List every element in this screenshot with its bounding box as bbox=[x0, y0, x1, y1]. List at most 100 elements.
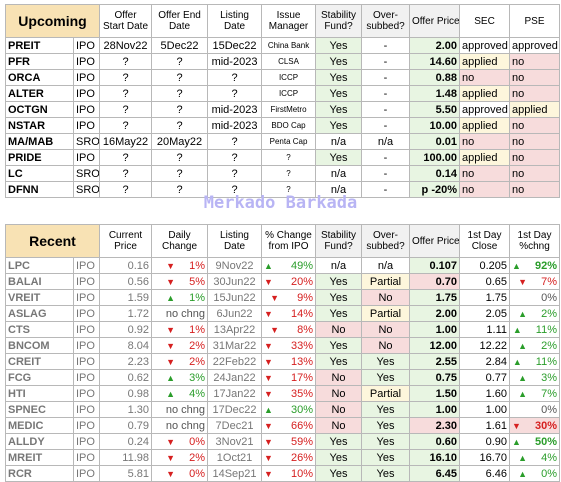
first-day-chng-value: 11% bbox=[535, 323, 557, 336]
pct-change-value: 59% bbox=[290, 435, 313, 448]
issue-manager-cell: ICCP bbox=[261, 85, 317, 102]
current-price-cell: 1.72 bbox=[99, 305, 152, 322]
arrow-up-icon: ▲ bbox=[166, 372, 176, 383]
current-price-cell: 8.04 bbox=[99, 337, 152, 354]
offer-end-cell: ? bbox=[151, 53, 209, 70]
daily-change-cell: ▲ 4% bbox=[151, 385, 208, 402]
offer-end-cell: ? bbox=[151, 165, 209, 182]
listing-date-cell: 9Nov22 bbox=[207, 257, 262, 274]
col-header: Over-subbed? bbox=[361, 224, 410, 258]
pct-change-ipo-cell: ▼ 14% bbox=[261, 305, 316, 322]
daily-change-cell: ▼ 1% bbox=[151, 257, 208, 274]
arrow-down-icon: ▼ bbox=[166, 356, 176, 367]
symbol-cell: MREIT bbox=[5, 449, 74, 466]
first-day-chng-cell: ▲ 11% bbox=[509, 321, 560, 338]
symbol-cell: ORCA bbox=[5, 69, 74, 86]
issue-manager-cell: China Bank bbox=[261, 37, 317, 54]
pse-status-cell: no bbox=[509, 149, 561, 166]
symbol-cell: DFNN bbox=[5, 181, 74, 198]
oversubbed-cell: - bbox=[361, 85, 411, 102]
daily-change-value: 1% bbox=[189, 323, 205, 336]
table-row: PREIT IPO 28Nov22 5Dec22 15Dec22 China Bank Ye… bbox=[5, 37, 561, 54]
daily-change-value: 2% bbox=[189, 355, 205, 368]
listing-date-cell: 22Feb22 bbox=[207, 353, 262, 370]
upcoming-title: Upcoming bbox=[4, 4, 101, 38]
daily-change-value: 3% bbox=[189, 371, 205, 384]
daily-change-cell: no chng bbox=[151, 305, 208, 322]
col-header: Stability Fund? bbox=[315, 224, 362, 258]
oversubbed-cell: Yes bbox=[361, 433, 410, 450]
stability-fund-cell: Yes bbox=[315, 433, 362, 450]
arrow-down-icon: ▼ bbox=[264, 436, 273, 447]
oversubbed-cell: - bbox=[361, 165, 411, 182]
pct-change-value: 14% bbox=[290, 307, 313, 320]
offer-price-cell: 1.00 bbox=[409, 401, 460, 418]
offer-price-cell: 12.00 bbox=[409, 337, 460, 354]
issue-manager-cell: FirstMetro bbox=[261, 101, 317, 118]
recent-title: Recent bbox=[5, 224, 100, 258]
pct-change-ipo-cell: ▼ 33% bbox=[261, 337, 316, 354]
arrow-up-icon: ▲ bbox=[518, 340, 528, 351]
symbol-cell: FCG bbox=[5, 369, 74, 386]
listing-date-cell: 7Dec21 bbox=[207, 417, 262, 434]
symbol-cell: HTI bbox=[5, 385, 74, 402]
issue-manager-cell: ICCP bbox=[261, 69, 317, 86]
symbol-cell: PREIT bbox=[5, 37, 74, 54]
first-day-chng-cell: ▲ 3% bbox=[509, 369, 560, 386]
listing-date-cell: mid-2023 bbox=[207, 117, 263, 134]
table-row: SPNEC IPO 1.30 no chng 17Dec22 ▲ 30% No Yes 1.00 1… bbox=[5, 401, 560, 418]
pse-status-cell: applied bbox=[509, 101, 561, 118]
stability-fund-cell: Yes bbox=[315, 149, 363, 166]
table-row: NSTAR IPO?? mid-2023 BDO Cap Yes -10.00 applie… bbox=[5, 117, 561, 134]
stability-fund-cell: n/a bbox=[315, 257, 362, 274]
listing-date-cell: 15Jun22 bbox=[207, 289, 262, 306]
offer-price-cell: 10.00 bbox=[409, 117, 461, 134]
current-price-cell: 0.16 bbox=[99, 257, 152, 274]
symbol-cell: CREIT bbox=[5, 353, 74, 370]
table-row: PRIDE IPO???? Yes -100.00 applied no bbox=[5, 149, 561, 166]
oversubbed-cell: - bbox=[361, 69, 411, 86]
listing-date-cell: ? bbox=[207, 133, 263, 150]
first-day-chng-value: 11% bbox=[535, 355, 557, 368]
symbol-cell: VREIT bbox=[5, 289, 74, 306]
issue-manager-cell: Penta Cap bbox=[261, 133, 317, 150]
first-day-chng-value: 30% bbox=[534, 419, 557, 432]
symbol-cell: LPC bbox=[5, 257, 74, 274]
arrow-down-icon: ▼ bbox=[264, 340, 273, 351]
col-header: Offer Price bbox=[409, 224, 460, 258]
stability-fund-cell: Yes bbox=[315, 305, 362, 322]
arrow-down-icon: ▼ bbox=[264, 356, 273, 367]
pse-status-cell: no bbox=[509, 85, 561, 102]
first-day-chng-value: 2% bbox=[541, 307, 557, 320]
offer-end-cell: ? bbox=[151, 117, 209, 134]
first-day-close-cell: 1.60 bbox=[459, 385, 510, 402]
offer-end-cell: ? bbox=[151, 101, 209, 118]
symbol-cell: PFR bbox=[5, 53, 74, 70]
issue-manager-cell: ? bbox=[261, 181, 317, 198]
first-day-close-cell: 0.205 bbox=[459, 257, 510, 274]
pct-change-value: 30% bbox=[290, 403, 313, 416]
daily-change-cell: ▼ 2% bbox=[151, 449, 208, 466]
type-cell: IPO bbox=[73, 289, 100, 306]
first-day-close-cell: 1.11 bbox=[459, 321, 510, 338]
pse-status-cell: no bbox=[509, 181, 561, 198]
first-day-close-cell: 16.70 bbox=[459, 449, 510, 466]
arrow-down-icon: ▼ bbox=[166, 260, 176, 271]
stability-fund-cell: Yes bbox=[315, 337, 362, 354]
pct-change-value: 49% bbox=[290, 259, 313, 272]
stability-fund-cell: Yes bbox=[315, 53, 363, 70]
daily-change-cell: ▼ 1% bbox=[151, 321, 208, 338]
type-cell: IPO bbox=[73, 353, 100, 370]
type-cell: IPO bbox=[72, 69, 101, 86]
type-cell: IPO bbox=[73, 385, 100, 402]
listing-date-cell: 15Dec22 bbox=[207, 37, 263, 54]
first-day-chng-cell: ▼ 30% bbox=[509, 417, 560, 434]
first-day-chng-cell: ▲ 4% bbox=[509, 449, 560, 466]
symbol-cell: SPNEC bbox=[5, 401, 74, 418]
arrow-down-icon: ▼ bbox=[270, 324, 280, 335]
arrow-up-icon: ▲ bbox=[518, 372, 528, 383]
table-row: ALTER IPO??? ICCP Yes -1.48 applied no bbox=[5, 85, 561, 102]
stability-fund-cell: No bbox=[315, 417, 362, 434]
stability-fund-cell: Yes bbox=[315, 353, 362, 370]
arrow-down-icon: ▼ bbox=[264, 372, 273, 383]
